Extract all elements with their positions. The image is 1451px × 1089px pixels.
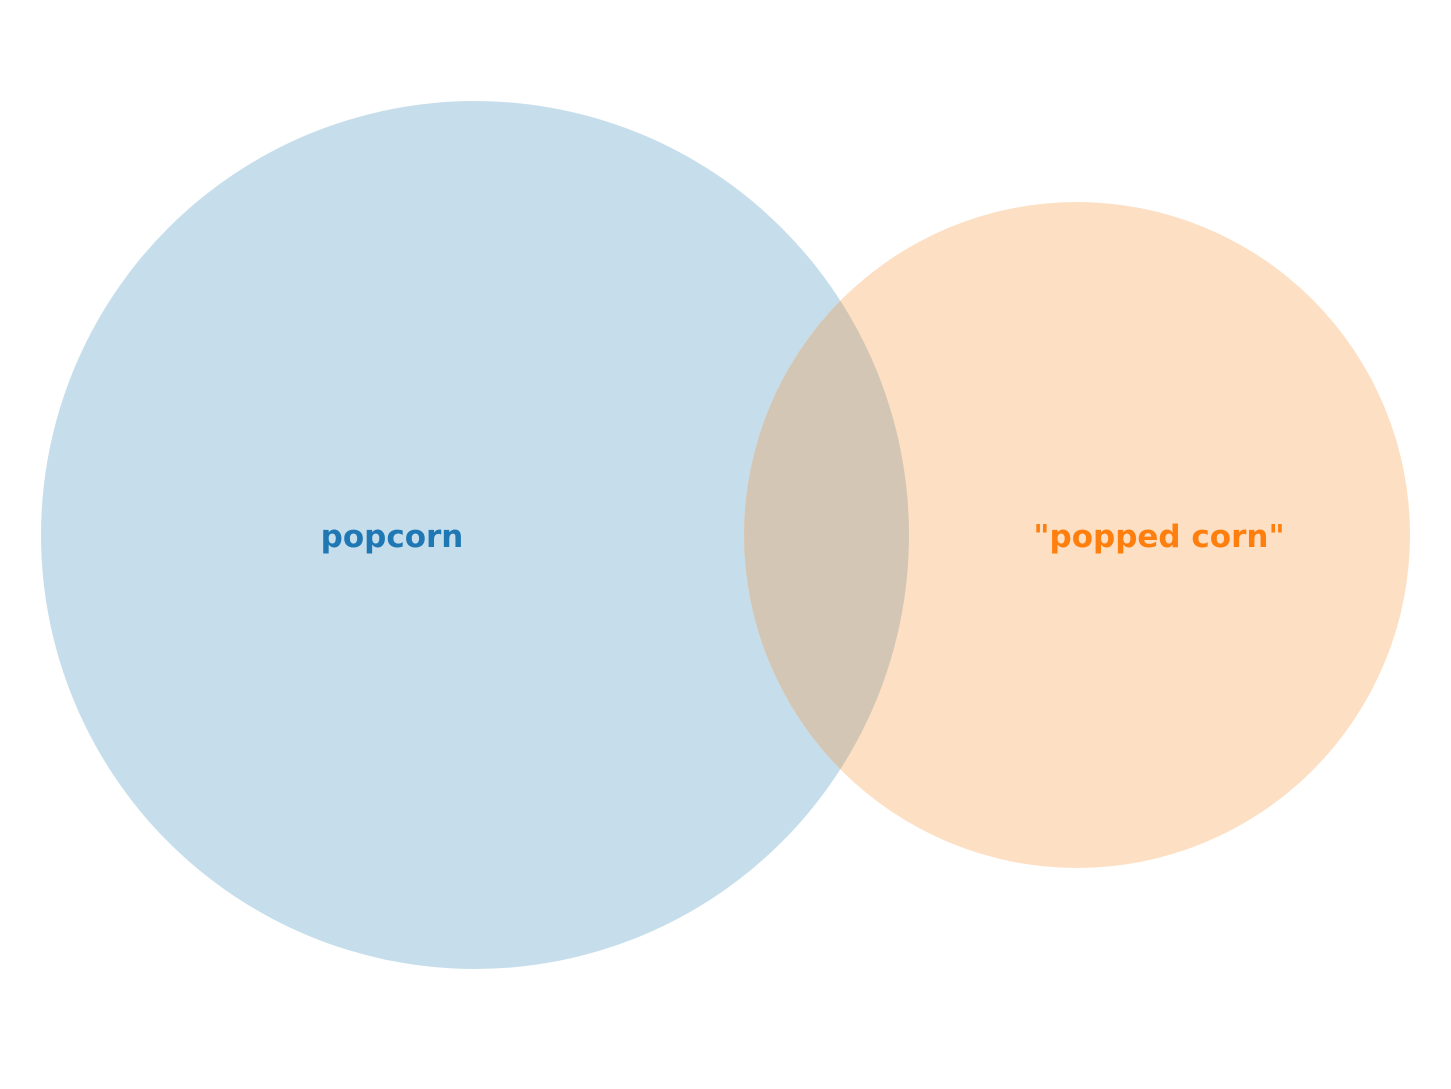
set-circle-popped-corn xyxy=(744,202,1410,868)
set-label-popped-corn: "popped corn" xyxy=(1033,519,1284,555)
set-circle-popcorn xyxy=(41,101,909,969)
set-label-popcorn: popcorn xyxy=(321,519,464,555)
